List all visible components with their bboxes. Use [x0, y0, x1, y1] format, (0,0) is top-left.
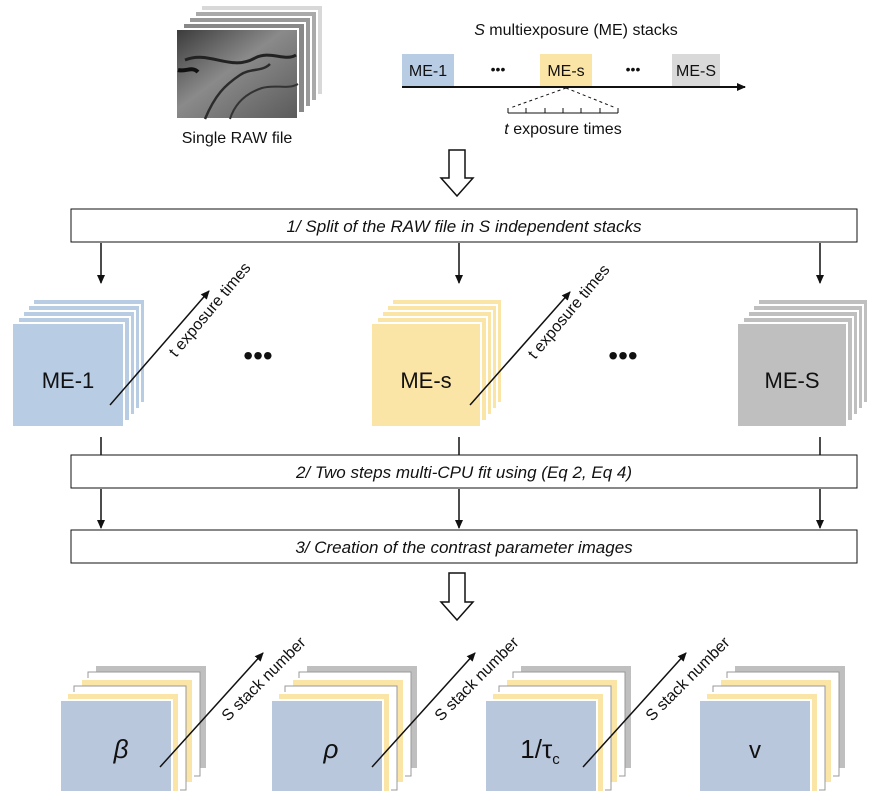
stack-axis-label-me-s: t exposure times	[525, 262, 613, 363]
exposure-ruler	[507, 87, 619, 114]
flow-arrow-1	[439, 149, 475, 198]
step-2-box	[70, 454, 858, 489]
step-2-label: 2/ Two steps multi-CPU fit using (Eq 2, …	[295, 463, 632, 482]
timeline-box-me-1	[402, 54, 454, 86]
step-1-box	[70, 208, 858, 243]
step-1-label: 1/ Split of the RAW file in S independen…	[287, 217, 642, 236]
output-symbol-v: v	[749, 737, 761, 764]
output-axis-arrow-tau	[582, 652, 687, 768]
flow-arrow-2	[439, 572, 475, 622]
output-axis-arrow-rho	[371, 652, 476, 768]
timeline-label-me-S: ME-S	[676, 63, 716, 80]
exposure-times-caption: t exposure times	[504, 121, 621, 138]
output-axis-arrow-beta	[159, 652, 264, 768]
timeline-label-me-1: ME-1	[409, 63, 447, 80]
timeline-box-me-s	[540, 54, 592, 86]
stack-axis-arrow-me-s	[469, 291, 571, 406]
output-stack-v	[698, 664, 847, 791]
timeline-ellipsis-2: •••	[626, 61, 641, 77]
timeline-box-me-S	[672, 54, 720, 86]
stack-axis-arrow-me-1	[109, 290, 210, 406]
stack-ellipsis-2: •••	[608, 340, 637, 371]
stack-axis-label-me-1: t exposure times	[166, 260, 254, 361]
timeline-ellipsis-1: •••	[491, 61, 506, 77]
stacks-title-rest: multiexposure (ME) stacks	[485, 22, 678, 39]
stack-me-1	[11, 298, 146, 428]
output-symbol-rho: ρ	[323, 734, 339, 764]
output-stack-tau	[484, 664, 633, 791]
stack-label-me-S: ME-S	[765, 368, 820, 393]
raw-file-image	[175, 4, 324, 120]
raw-file-caption: Single RAW file	[182, 130, 293, 147]
stack-label-me-s: ME-s	[400, 368, 451, 393]
output-symbol-tau: 1/τc	[520, 734, 560, 768]
stack-me-S	[736, 298, 869, 428]
stack-me-s	[370, 298, 503, 428]
stack-ellipsis-1: •••	[243, 340, 272, 371]
step-3-box	[70, 529, 858, 564]
step-3-label: 3/ Creation of the contrast parameter im…	[295, 538, 633, 557]
output-stack-rho	[270, 664, 419, 791]
stacks-title: S multiexposure (ME) stacks	[474, 22, 678, 39]
output-symbol-beta: β	[113, 734, 129, 764]
stacks-title-var: S	[474, 22, 485, 39]
output-stack-beta	[59, 664, 208, 791]
stack-label-me-1: ME-1	[42, 368, 95, 393]
timeline-label-me-s: ME-s	[547, 63, 584, 80]
